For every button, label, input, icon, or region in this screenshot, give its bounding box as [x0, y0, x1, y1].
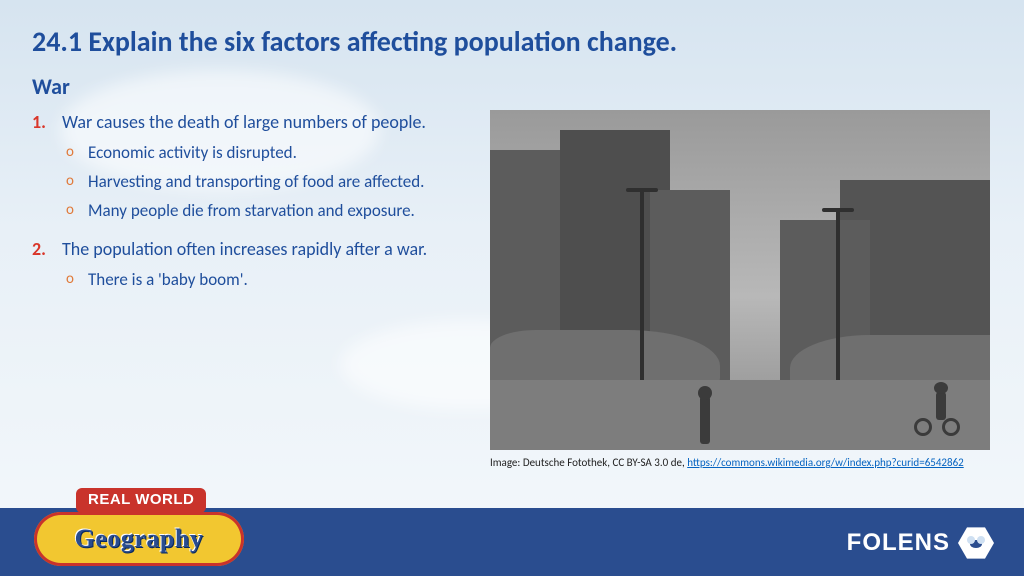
badge-oval: Geography — [34, 512, 244, 566]
caption-link[interactable]: https://commons.wikimedia.org/w/index.ph… — [687, 456, 964, 469]
sub-list-item: There is a 'baby boom'. — [62, 269, 462, 292]
badge-top-text: REAL WORLD — [76, 488, 206, 513]
slide-subtitle: War — [32, 73, 992, 100]
series-badge: Geography REAL WORLD — [34, 488, 244, 566]
image-column: Image: Deutsche Fotothek, CC BY-SA 3.0 d… — [490, 110, 992, 469]
list-item: The population often increases rapidly a… — [32, 237, 462, 292]
sub-list-item: Economic activity is disrupted. — [62, 142, 462, 165]
slide-title: 24.1 Explain the six factors affecting p… — [32, 24, 992, 59]
sub-list: Economic activity is disrupted. Harvesti… — [62, 142, 462, 223]
caption-text: Image: Deutsche Fotothek, CC BY-SA 3.0 d… — [490, 456, 687, 469]
list-item-text: War causes the death of large numbers of… — [62, 111, 426, 133]
numbered-list: War causes the death of large numbers of… — [32, 110, 462, 292]
publisher-logo-icon — [958, 526, 994, 560]
content-area: 24.1 Explain the six factors affecting p… — [32, 24, 992, 469]
sub-list-item: Many people die from starvation and expo… — [62, 200, 462, 223]
publisher-mark: FOLENS — [847, 526, 994, 560]
slide: 24.1 Explain the six factors affecting p… — [0, 0, 1024, 576]
war-photo — [490, 110, 990, 450]
badge-main-text: Geography — [75, 524, 204, 554]
two-column-layout: War causes the death of large numbers of… — [32, 110, 992, 469]
text-column: War causes the death of large numbers of… — [32, 110, 462, 469]
publisher-name: FOLENS — [847, 529, 950, 557]
image-caption: Image: Deutsche Fotothek, CC BY-SA 3.0 d… — [490, 456, 992, 469]
list-item-text: The population often increases rapidly a… — [62, 238, 427, 260]
sub-list-item: Harvesting and transporting of food are … — [62, 171, 462, 194]
sub-list: There is a 'baby boom'. — [62, 269, 462, 292]
list-item: War causes the death of large numbers of… — [32, 110, 462, 223]
